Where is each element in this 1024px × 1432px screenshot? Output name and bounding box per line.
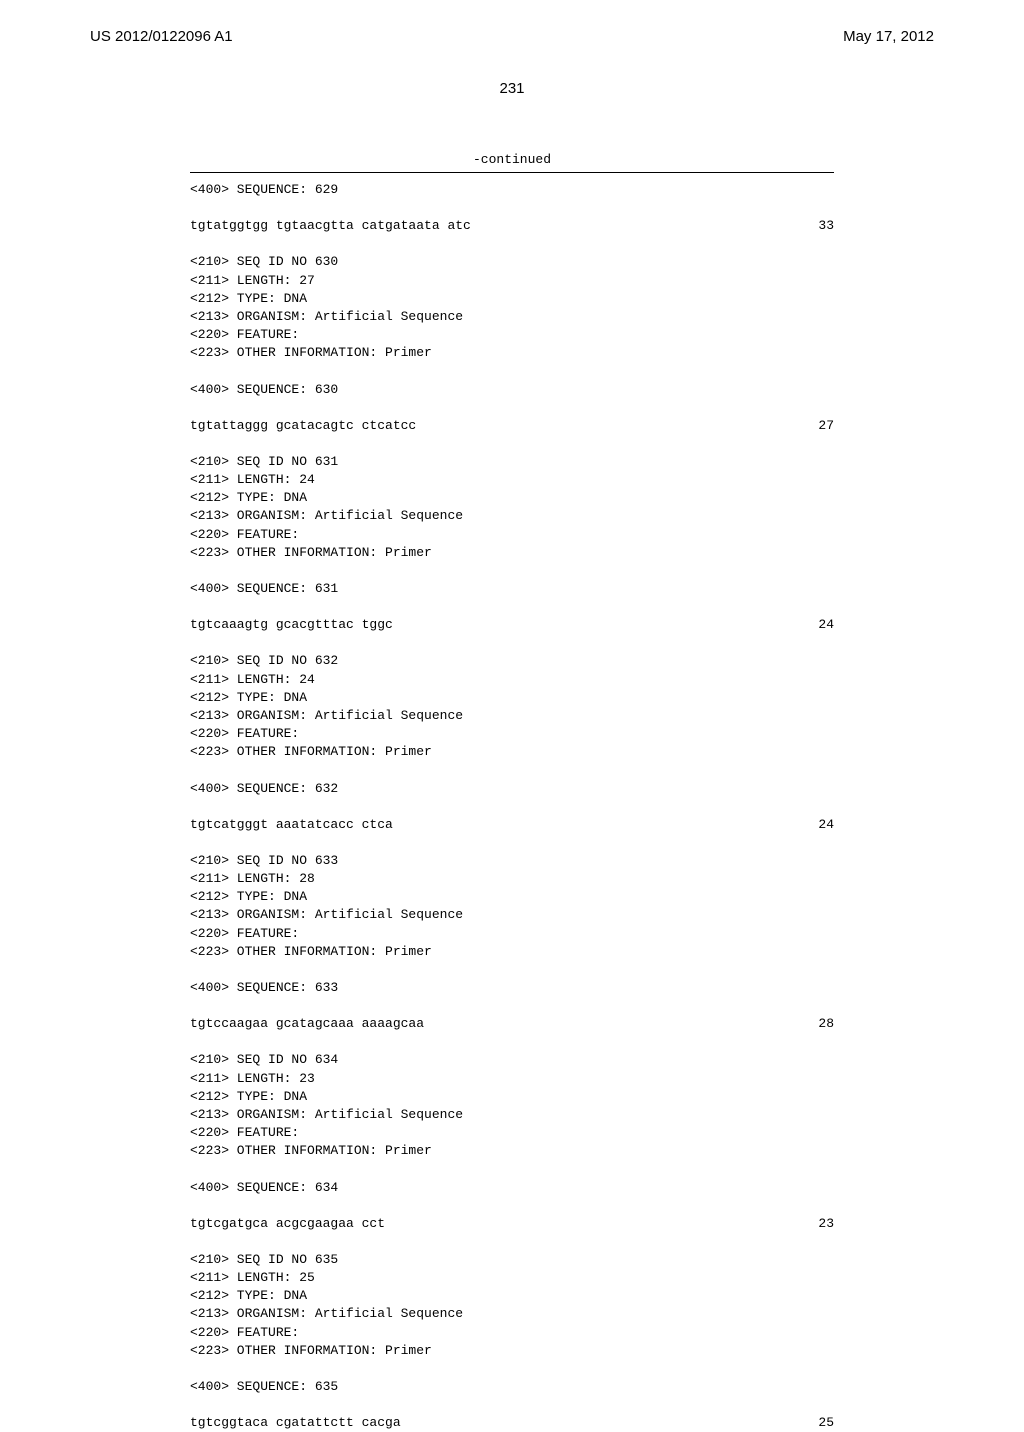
feature-block: <210> SEQ ID NO 631 <211> LENGTH: 24 <21…	[190, 453, 834, 562]
feature-block: <210> SEQ ID NO 634 <211> LENGTH: 23 <21…	[190, 1051, 834, 1160]
continued-label: -continued	[0, 152, 1024, 167]
feature-line: <210> SEQ ID NO 634	[190, 1051, 834, 1069]
feature-line: <211> LENGTH: 23	[190, 1070, 834, 1088]
seq-label: <400> SEQUENCE: 633	[190, 979, 834, 997]
sequence-text: tgtcatgggt aaatatcacc ctca	[190, 816, 393, 834]
feature-line: <220> FEATURE:	[190, 1124, 834, 1142]
feature-line: <213> ORGANISM: Artificial Sequence	[190, 1106, 834, 1124]
sequence-length: 28	[818, 1015, 834, 1033]
sequence-row: tgtcatgggt aaatatcacc ctca 24	[190, 816, 834, 834]
pub-date: May 17, 2012	[843, 28, 934, 45]
feature-line: <212> TYPE: DNA	[190, 489, 834, 507]
sequence-listing: <400> SEQUENCE: 629 tgtatggtgg tgtaacgtt…	[0, 173, 1024, 1432]
feature-line: <213> ORGANISM: Artificial Sequence	[190, 1305, 834, 1323]
feature-line: <223> OTHER INFORMATION: Primer	[190, 1342, 834, 1360]
feature-line: <220> FEATURE:	[190, 1324, 834, 1342]
feature-line: <211> LENGTH: 28	[190, 870, 834, 888]
sequence-row: tgtattaggg gcatacagtc ctcatcc 27	[190, 417, 834, 435]
feature-line: <213> ORGANISM: Artificial Sequence	[190, 308, 834, 326]
sequence-row: tgtcaaagtg gcacgtttac tggc 24	[190, 616, 834, 634]
feature-line: <211> LENGTH: 24	[190, 471, 834, 489]
feature-block: <210> SEQ ID NO 633 <211> LENGTH: 28 <21…	[190, 852, 834, 961]
feature-line: <211> LENGTH: 24	[190, 671, 834, 689]
sequence-length: 25	[818, 1414, 834, 1432]
feature-block: <210> SEQ ID NO 632 <211> LENGTH: 24 <21…	[190, 652, 834, 761]
feature-block: <210> SEQ ID NO 635 <211> LENGTH: 25 <21…	[190, 1251, 834, 1360]
feature-line: <220> FEATURE:	[190, 326, 834, 344]
sequence-length: 24	[818, 616, 834, 634]
sequence-text: tgtccaagaa gcatagcaaa aaaagcaa	[190, 1015, 424, 1033]
feature-line: <220> FEATURE:	[190, 925, 834, 943]
feature-line: <213> ORGANISM: Artificial Sequence	[190, 906, 834, 924]
page-number: 231	[0, 80, 1024, 97]
feature-line: <210> SEQ ID NO 633	[190, 852, 834, 870]
feature-line: <223> OTHER INFORMATION: Primer	[190, 544, 834, 562]
sequence-length: 23	[818, 1215, 834, 1233]
seq-label: <400> SEQUENCE: 632	[190, 780, 834, 798]
feature-line: <212> TYPE: DNA	[190, 888, 834, 906]
feature-line: <220> FEATURE:	[190, 725, 834, 743]
sequence-length: 33	[818, 217, 834, 235]
feature-line: <223> OTHER INFORMATION: Primer	[190, 344, 834, 362]
sequence-length: 24	[818, 816, 834, 834]
feature-line: <210> SEQ ID NO 632	[190, 652, 834, 670]
feature-line: <212> TYPE: DNA	[190, 1287, 834, 1305]
seq-label: <400> SEQUENCE: 634	[190, 1179, 834, 1197]
feature-line: <212> TYPE: DNA	[190, 290, 834, 308]
sequence-text: tgtcgatgca acgcgaagaa cct	[190, 1215, 385, 1233]
pub-number: US 2012/0122096 A1	[90, 28, 233, 45]
feature-line: <223> OTHER INFORMATION: Primer	[190, 743, 834, 761]
feature-line: <223> OTHER INFORMATION: Primer	[190, 1142, 834, 1160]
seq-label: <400> SEQUENCE: 629	[190, 181, 834, 199]
sequence-length: 27	[818, 417, 834, 435]
feature-line: <213> ORGANISM: Artificial Sequence	[190, 507, 834, 525]
sequence-text: tgtattaggg gcatacagtc ctcatcc	[190, 417, 416, 435]
feature-line: <212> TYPE: DNA	[190, 689, 834, 707]
feature-line: <211> LENGTH: 27	[190, 272, 834, 290]
feature-line: <220> FEATURE:	[190, 526, 834, 544]
sequence-row: tgtcgatgca acgcgaagaa cct 23	[190, 1215, 834, 1233]
feature-line: <211> LENGTH: 25	[190, 1269, 834, 1287]
seq-label: <400> SEQUENCE: 631	[190, 580, 834, 598]
feature-line: <210> SEQ ID NO 630	[190, 253, 834, 271]
sequence-row: tgtcggtaca cgatattctt cacga 25	[190, 1414, 834, 1432]
sequence-text: tgtcggtaca cgatattctt cacga	[190, 1414, 401, 1432]
page-header: US 2012/0122096 A1 May 17, 2012	[0, 0, 1024, 45]
seq-label: <400> SEQUENCE: 635	[190, 1378, 834, 1396]
sequence-text: tgtcaaagtg gcacgtttac tggc	[190, 616, 393, 634]
sequence-row: tgtatggtgg tgtaacgtta catgataata atc 33	[190, 217, 834, 235]
seq-label: <400> SEQUENCE: 630	[190, 381, 834, 399]
feature-block: <210> SEQ ID NO 630 <211> LENGTH: 27 <21…	[190, 253, 834, 362]
feature-line: <213> ORGANISM: Artificial Sequence	[190, 707, 834, 725]
sequence-text: tgtatggtgg tgtaacgtta catgataata atc	[190, 217, 471, 235]
feature-line: <210> SEQ ID NO 635	[190, 1251, 834, 1269]
feature-line: <223> OTHER INFORMATION: Primer	[190, 943, 834, 961]
sequence-row: tgtccaagaa gcatagcaaa aaaagcaa 28	[190, 1015, 834, 1033]
feature-line: <210> SEQ ID NO 631	[190, 453, 834, 471]
feature-line: <212> TYPE: DNA	[190, 1088, 834, 1106]
